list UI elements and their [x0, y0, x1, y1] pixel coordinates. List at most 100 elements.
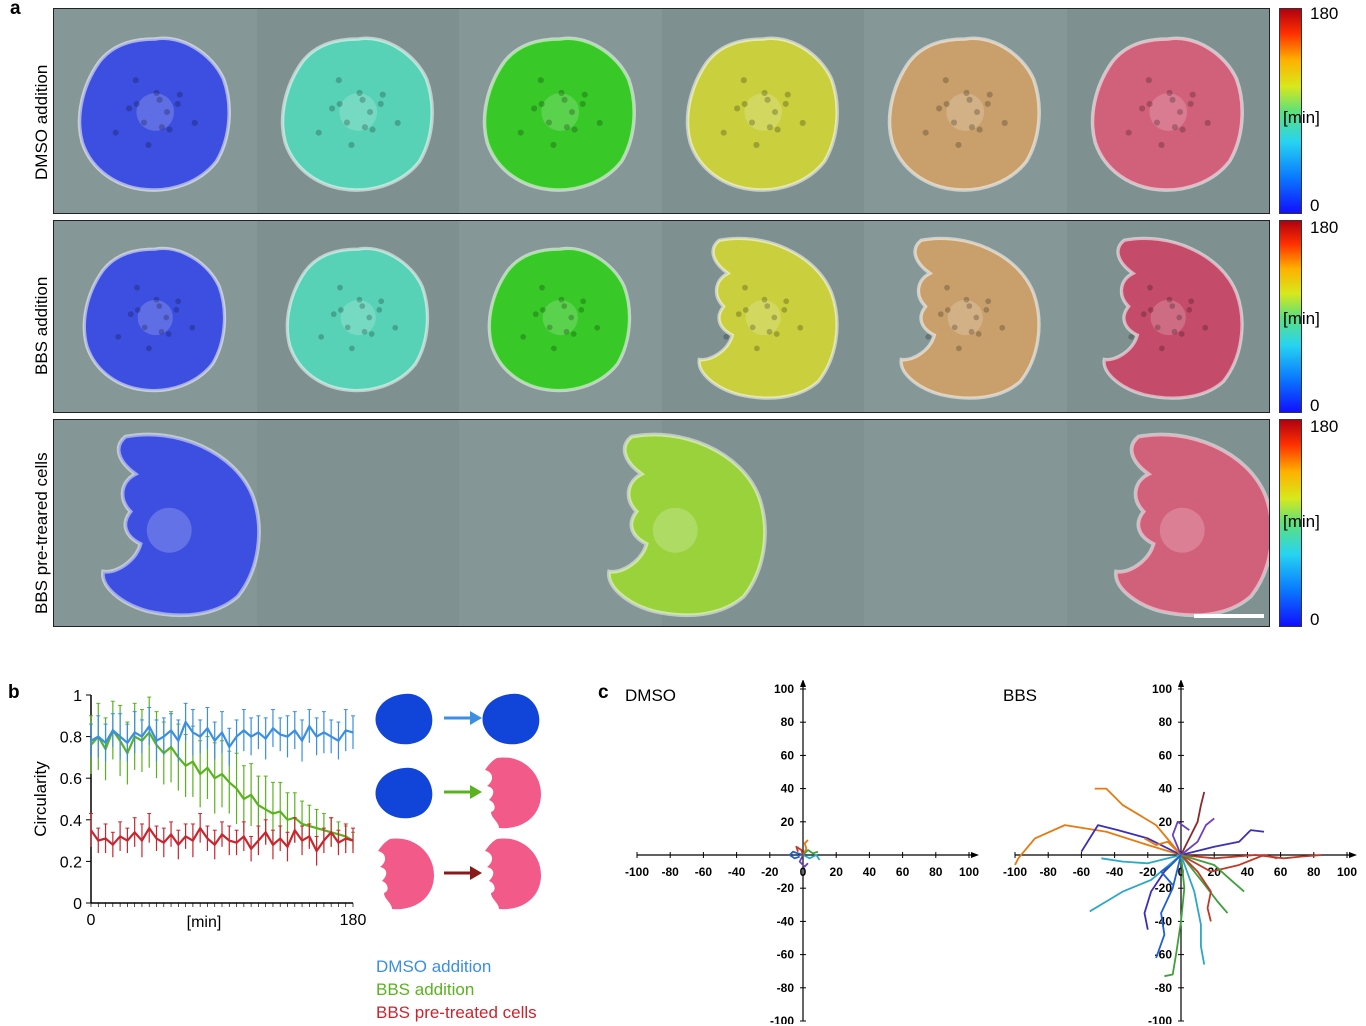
nucleus — [743, 93, 782, 131]
vesicle — [1171, 124, 1178, 131]
vesicle — [770, 314, 777, 321]
cell-shape — [607, 432, 768, 618]
vesicle — [749, 324, 756, 331]
vesicle — [176, 91, 183, 98]
x-tick-label: -80 — [1040, 865, 1058, 879]
vesicle — [377, 298, 384, 305]
vesicle — [774, 126, 781, 133]
vesicle — [742, 307, 749, 313]
trajectory-track — [1180, 854, 1212, 922]
vesicle — [317, 333, 324, 340]
vesicle — [963, 296, 970, 303]
colorbar-min-1: 0 — [1310, 196, 1320, 215]
vesicle — [1127, 333, 1134, 340]
vesicle — [358, 96, 366, 103]
colorbar-min-3: 0 — [1310, 610, 1320, 629]
vesicle — [337, 307, 344, 313]
cell-image-tile — [54, 221, 257, 412]
y-tick-label: 40 — [1159, 782, 1173, 796]
panel-b-label: b — [8, 682, 20, 703]
colorbar-row-2 — [1279, 220, 1302, 413]
cell-image-tile — [1066, 9, 1269, 213]
x-tick-label: 20 — [1208, 865, 1222, 879]
vesicle — [968, 328, 975, 335]
y-tick-label: -100 — [1148, 1014, 1172, 1024]
x-tick-label: -40 — [728, 865, 746, 879]
vesicle — [558, 89, 565, 97]
vesicle — [1179, 126, 1186, 133]
vesicle — [153, 89, 160, 97]
round-cell-icon — [375, 767, 433, 819]
vesicle — [330, 311, 337, 318]
vesicle — [1187, 100, 1194, 107]
cell-shape — [285, 246, 429, 393]
vesicle — [343, 119, 350, 126]
vesicle — [336, 100, 343, 108]
vesicle — [1175, 314, 1182, 321]
vesicle — [1171, 328, 1177, 335]
vesicle — [922, 129, 929, 136]
vesicle — [1001, 119, 1008, 127]
vesicle — [740, 77, 747, 84]
nucleus — [947, 299, 983, 336]
y-tick-label: -40 — [1155, 914, 1173, 928]
vesicle — [156, 303, 163, 309]
vesicle — [1185, 307, 1192, 313]
trajectory-track — [1180, 791, 1206, 856]
vesicle — [782, 298, 789, 305]
y-tick-label: 80 — [1159, 715, 1173, 729]
row-label-dmso: DMSO addition — [32, 64, 51, 180]
vesicle — [722, 333, 729, 340]
trajectory-track — [1171, 820, 1190, 856]
vesicle — [1125, 129, 1132, 136]
y-tick-label: -80 — [1155, 981, 1173, 995]
plot-title: DMSO — [625, 686, 676, 705]
vesicle — [369, 126, 376, 133]
vesicle — [163, 314, 170, 321]
vesicle — [741, 284, 748, 291]
vesicle — [973, 108, 981, 116]
panel-a-label: a — [10, 0, 21, 19]
vesicle — [1158, 345, 1165, 352]
vesicle — [537, 77, 544, 84]
vesicle — [763, 96, 771, 103]
vesicle — [1168, 303, 1175, 309]
vesicle — [937, 311, 944, 318]
y-tick-label: -20 — [777, 881, 795, 895]
trajectory-track — [1180, 854, 1229, 914]
vesicle — [1153, 119, 1160, 126]
nucleus — [340, 299, 376, 336]
vesicle — [355, 89, 363, 97]
vesicle — [563, 328, 570, 335]
round-cell-icon — [482, 693, 540, 745]
cell-shape — [1113, 432, 1269, 618]
vesicle — [153, 296, 160, 303]
plot-title: BBS — [1003, 686, 1037, 705]
legend-bbs: BBS addition — [376, 980, 475, 999]
shape-schematic — [375, 693, 541, 910]
x-tick-label: -100 — [1003, 865, 1027, 879]
vesicle — [956, 345, 962, 352]
vesicle — [570, 331, 577, 337]
cell-shape — [1090, 36, 1244, 192]
y-axis-arrow — [800, 680, 806, 687]
vesicle — [348, 345, 355, 352]
cell-image-tile — [54, 9, 257, 213]
x-tick-label: -60 — [1073, 865, 1091, 879]
trajectory-track — [1180, 829, 1265, 856]
x-tick-label: 0 — [800, 865, 807, 879]
colorbar-row-3 — [1279, 419, 1302, 627]
vesicle — [1138, 105, 1145, 112]
vesicle — [936, 105, 943, 112]
vesicle — [966, 303, 973, 309]
vesicle — [546, 324, 553, 331]
nucleus — [137, 299, 173, 336]
vesicle — [984, 100, 991, 107]
trajectory-track — [1080, 824, 1182, 856]
vesicle — [752, 141, 760, 149]
vesicle — [596, 119, 603, 127]
y-tick-label: 0.6 — [60, 771, 82, 788]
vesicle — [975, 331, 982, 337]
panel-c-label: c — [598, 682, 609, 703]
y-tick-label: 60 — [1159, 748, 1173, 762]
